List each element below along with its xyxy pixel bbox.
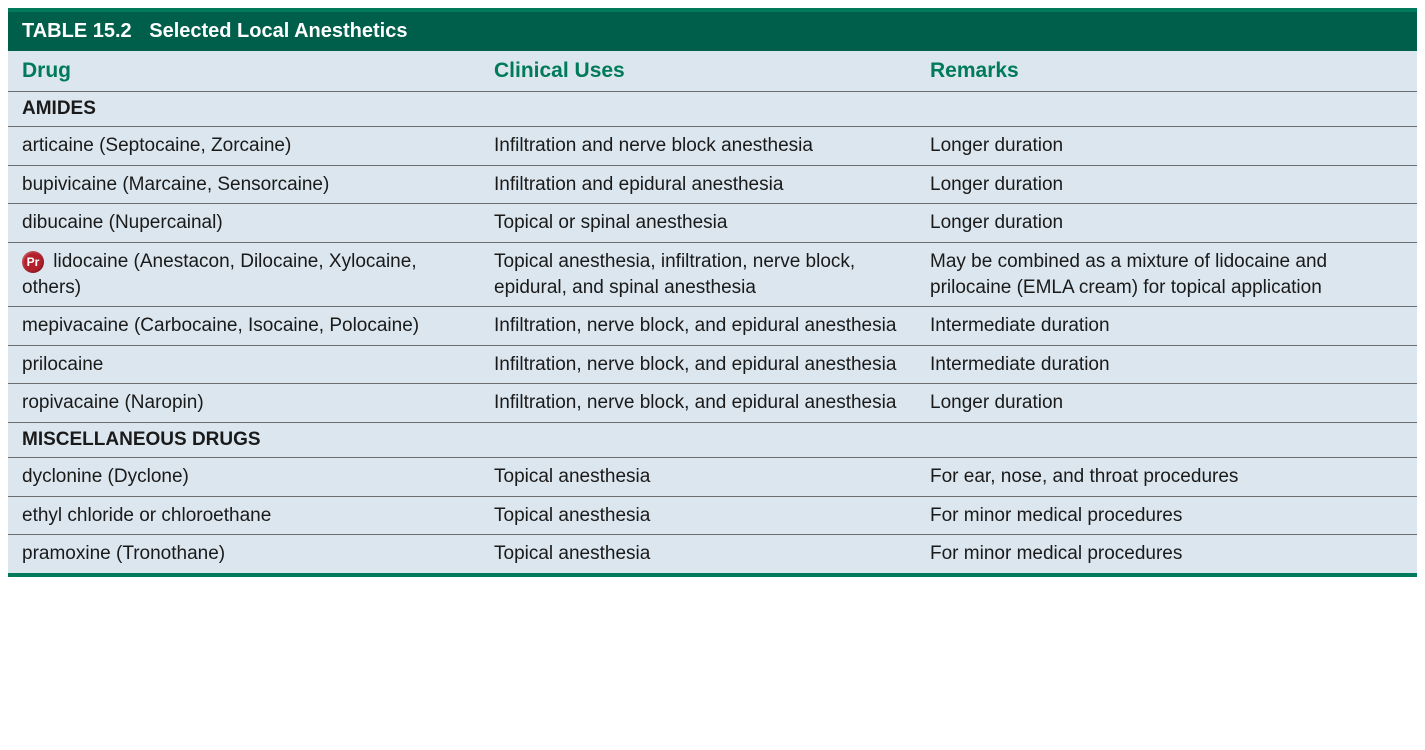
cell-remarks: Intermediate duration xyxy=(916,307,1417,346)
section-heading: AMIDES xyxy=(8,92,1417,127)
cell-remarks: For minor medical procedures xyxy=(916,496,1417,535)
table-body: AMIDESarticaine (Septocaine, Zorcaine)In… xyxy=(8,92,1417,574)
table-number: TABLE 15.2 xyxy=(22,20,132,42)
table-row: bupivicaine (Marcaine, Sensorcaine)Infil… xyxy=(8,165,1417,204)
cell-drug: ropivacaine (Naropin) xyxy=(8,384,480,423)
cell-uses: Infiltration and nerve block anesthesia xyxy=(480,127,916,166)
table-row: Pr lidocaine (Anestacon, Dilocaine, Xylo… xyxy=(8,242,1417,306)
cell-remarks: May be combined as a mixture of lidocain… xyxy=(916,242,1417,306)
table-title: Selected Local Anesthetics xyxy=(149,20,407,42)
cell-uses: Infiltration, nerve block, and epidural … xyxy=(480,384,916,423)
cell-uses: Topical anesthesia xyxy=(480,458,916,497)
cell-uses: Topical anesthesia xyxy=(480,535,916,573)
prototype-badge-icon: Pr xyxy=(22,251,44,273)
col-drug: Drug xyxy=(8,51,480,92)
cell-remarks: Longer duration xyxy=(916,384,1417,423)
cell-uses: Infiltration, nerve block, and epidural … xyxy=(480,307,916,346)
cell-remarks: For ear, nose, and throat procedures xyxy=(916,458,1417,497)
cell-drug: dibucaine (Nupercainal) xyxy=(8,204,480,243)
section-heading: MISCELLANEOUS DRUGS xyxy=(8,423,1417,458)
col-remarks: Remarks xyxy=(916,51,1417,92)
cell-uses: Infiltration and epidural anesthesia xyxy=(480,165,916,204)
table-title-bar: TABLE 15.2 Selected Local Anesthetics xyxy=(8,12,1417,51)
cell-uses: Topical anesthesia, infiltration, nerve … xyxy=(480,242,916,306)
table-row: dyclonine (Dyclone)Topical anesthesiaFor… xyxy=(8,458,1417,497)
cell-remarks: For minor medical procedures xyxy=(916,535,1417,573)
table-row: articaine (Septocaine, Zorcaine)Infiltra… xyxy=(8,127,1417,166)
section-heading-row: AMIDES xyxy=(8,92,1417,127)
table-row: dibucaine (Nupercainal)Topical or spinal… xyxy=(8,204,1417,243)
cell-drug: bupivicaine (Marcaine, Sensorcaine) xyxy=(8,165,480,204)
cell-uses: Topical anesthesia xyxy=(480,496,916,535)
cell-drug: Pr lidocaine (Anestacon, Dilocaine, Xylo… xyxy=(8,242,480,306)
cell-drug: prilocaine xyxy=(8,345,480,384)
cell-uses: Topical or spinal anesthesia xyxy=(480,204,916,243)
cell-remarks: Longer duration xyxy=(916,204,1417,243)
table-row: mepivacaine (Carbocaine, Isocaine, Poloc… xyxy=(8,307,1417,346)
cell-uses: Infiltration, nerve block, and epidural … xyxy=(480,345,916,384)
data-table: Drug Clinical Uses Remarks AMIDESarticai… xyxy=(8,51,1417,573)
cell-remarks: Longer duration xyxy=(916,127,1417,166)
anesthetics-table: TABLE 15.2 Selected Local Anesthetics Dr… xyxy=(8,8,1417,577)
cell-drug: ethyl chloride or chloroethane xyxy=(8,496,480,535)
cell-remarks: Intermediate duration xyxy=(916,345,1417,384)
col-uses: Clinical Uses xyxy=(480,51,916,92)
header-row: Drug Clinical Uses Remarks xyxy=(8,51,1417,92)
table-row: ethyl chloride or chloroethaneTopical an… xyxy=(8,496,1417,535)
table-row: pramoxine (Tronothane)Topical anesthesia… xyxy=(8,535,1417,573)
table-row: ropivacaine (Naropin)Infiltration, nerve… xyxy=(8,384,1417,423)
cell-drug: articaine (Septocaine, Zorcaine) xyxy=(8,127,480,166)
cell-drug: mepivacaine (Carbocaine, Isocaine, Poloc… xyxy=(8,307,480,346)
cell-drug: dyclonine (Dyclone) xyxy=(8,458,480,497)
section-heading-row: MISCELLANEOUS DRUGS xyxy=(8,423,1417,458)
cell-drug: pramoxine (Tronothane) xyxy=(8,535,480,573)
table-row: prilocaineInfiltration, nerve block, and… xyxy=(8,345,1417,384)
cell-remarks: Longer duration xyxy=(916,165,1417,204)
